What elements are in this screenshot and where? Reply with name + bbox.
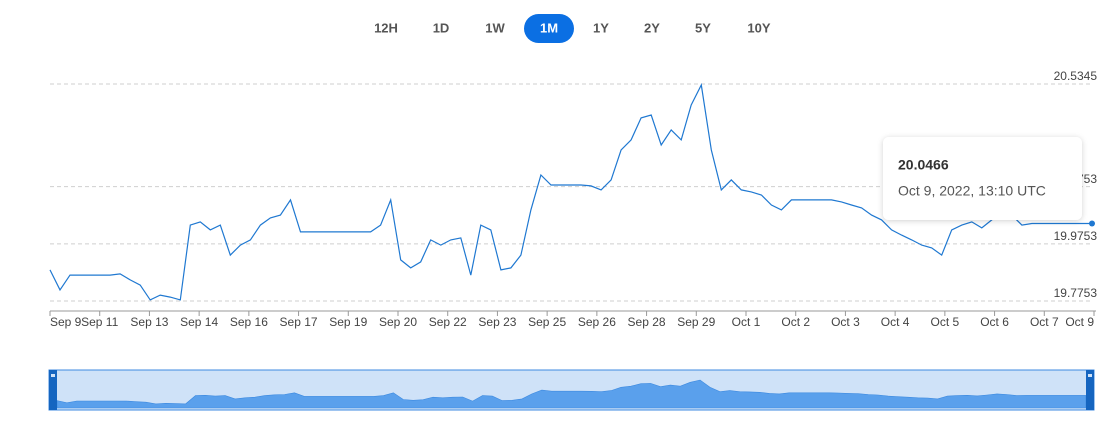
x-tick-label: Sep 14 xyxy=(180,315,218,329)
x-tick-label: Sep 29 xyxy=(677,315,715,329)
last-point xyxy=(1089,220,1095,227)
tooltip-box xyxy=(883,137,1082,220)
x-tick-label: Oct 1 xyxy=(732,315,761,329)
y-tick-label: 19.9753 xyxy=(1054,229,1098,243)
x-tick-label: Oct 7 xyxy=(1030,315,1059,329)
x-tick-label: Oct 6 xyxy=(980,315,1009,329)
x-tick-label: Sep 25 xyxy=(528,315,566,329)
navigator-handle[interactable] xyxy=(1086,370,1094,410)
range-button[interactable]: 1M xyxy=(524,14,574,43)
tooltip-value: 20.0466 xyxy=(898,157,949,173)
x-tick-label: Sep 11 xyxy=(81,315,118,329)
range-button-label: 1M xyxy=(540,20,558,35)
x-tick-label: Oct 3 xyxy=(831,315,860,329)
x-tick-label: Sep 26 xyxy=(578,315,616,329)
range-button-bg xyxy=(524,14,574,43)
x-tick-label: Sep 9 xyxy=(50,315,82,329)
range-button-label: 5Y xyxy=(695,20,711,35)
x-tick-label: Sep 28 xyxy=(628,315,666,329)
navigator-grip xyxy=(51,374,55,377)
range-button-label: 1Y xyxy=(593,20,609,35)
price-line xyxy=(49,83,1092,301)
x-tick-label: Sep 17 xyxy=(280,315,318,329)
tooltip: 20.0466 Oct 9, 2022, 13:10 UTC xyxy=(883,137,1082,220)
x-tick-label: Sep 19 xyxy=(329,315,367,329)
range-button-label: 10Y xyxy=(747,20,770,35)
x-tick-label: Oct 4 xyxy=(881,315,910,329)
range-button[interactable]: 1D xyxy=(433,20,450,35)
range-button[interactable]: 1Y xyxy=(593,20,609,35)
tooltip-time: Oct 9, 2022, 13:10 UTC xyxy=(898,183,1046,199)
x-tick-label: Sep 20 xyxy=(379,315,417,329)
x-tick-label: Oct 5 xyxy=(931,315,960,329)
range-button-label: 1W xyxy=(485,20,505,35)
x-tick-label: Oct 2 xyxy=(781,315,810,329)
range-button[interactable]: 10Y xyxy=(747,20,770,35)
navigator-handle[interactable] xyxy=(49,370,57,410)
range-button[interactable]: 5Y xyxy=(695,20,711,35)
y-tick-label: 20.5345 xyxy=(1054,69,1098,83)
range-button[interactable]: 1W xyxy=(485,20,505,35)
navigator-grip xyxy=(1088,374,1092,377)
x-tick-label: Sep 13 xyxy=(130,315,168,329)
range-button-label: 2Y xyxy=(644,20,660,35)
x-tick-label: Sep 23 xyxy=(478,315,516,329)
navigator-area xyxy=(56,379,1087,409)
range-button[interactable]: 2Y xyxy=(644,20,660,35)
range-button-label: 12H xyxy=(374,20,398,35)
range-button[interactable]: 12H xyxy=(374,20,398,35)
x-tick-label: Oct 9 xyxy=(1065,315,1094,329)
x-tick-label: Sep 16 xyxy=(230,315,268,329)
range-button-label: 1D xyxy=(433,20,450,35)
x-tick-label: Sep 22 xyxy=(429,315,467,329)
y-tick-label: 19.7753 xyxy=(1054,286,1098,300)
